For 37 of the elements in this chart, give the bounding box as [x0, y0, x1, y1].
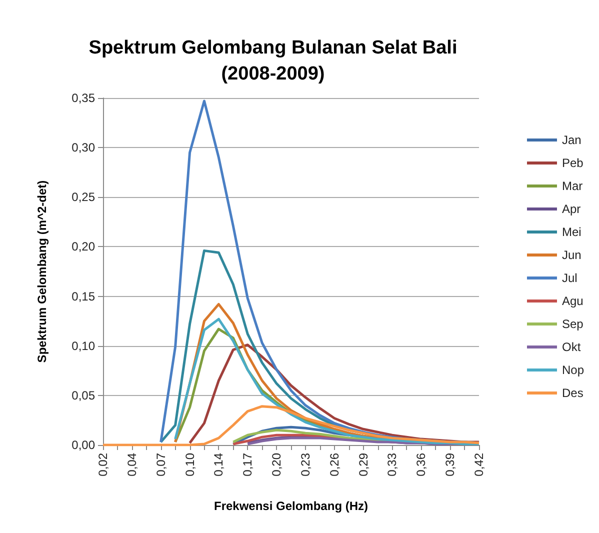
y-tick-label: 0,20: [72, 240, 96, 254]
legend-label: Mar: [562, 179, 583, 193]
x-tick-label: 0,26: [327, 452, 342, 476]
y-tick-label: 0,25: [72, 190, 96, 204]
legend-label: Peb: [562, 156, 584, 170]
x-axis-title: Frekwensi Gelombang (Hz): [214, 499, 368, 513]
legend-label: Agu: [562, 294, 584, 308]
y-tick-label: 0,30: [72, 140, 96, 155]
x-tick-label: 0,20: [270, 452, 284, 476]
legend-label: Jul: [562, 271, 578, 285]
x-tick-label: 0,29: [356, 452, 370, 476]
y-tick-label: 0,35: [72, 91, 96, 105]
x-tick-label: 0,39: [443, 452, 458, 476]
legend-label: Nop: [562, 363, 584, 377]
y-tick-label: 0,05: [72, 388, 96, 402]
chart-title: Spektrum Gelombang Bulanan Selat Bali (2008-2009): [88, 38, 458, 84]
x-tick-label: 0,04: [124, 452, 139, 476]
legend-label: Des: [562, 386, 584, 400]
x-tick-label: 0,23: [298, 452, 312, 476]
x-tick-label: 0,14: [212, 452, 226, 476]
y-tick-label: 0,10: [72, 338, 96, 353]
y-tick-label: 0,00: [72, 438, 96, 452]
x-tick-label: 0,42: [472, 452, 486, 476]
y-axis-title: Spektrum Gelombang (m^2-det): [35, 180, 49, 363]
x-tick-label: 0,02: [96, 452, 110, 476]
x-tick-label: 0,33: [385, 452, 400, 476]
x-tick-label: 0,17: [240, 452, 255, 476]
y-tick-label: 0,15: [72, 289, 96, 304]
x-tick-label: 0,36: [414, 452, 428, 476]
legend-label: Mei: [562, 225, 582, 239]
x-tick-label: 0,07: [154, 452, 168, 476]
legend-label: Sep: [562, 317, 584, 331]
legend-label: Jun: [562, 248, 582, 262]
legend-label: Apr: [562, 202, 581, 216]
legend-label: Okt: [562, 340, 582, 354]
x-tick-label: 0,10: [182, 452, 197, 476]
legend-label: Jan: [562, 133, 582, 147]
